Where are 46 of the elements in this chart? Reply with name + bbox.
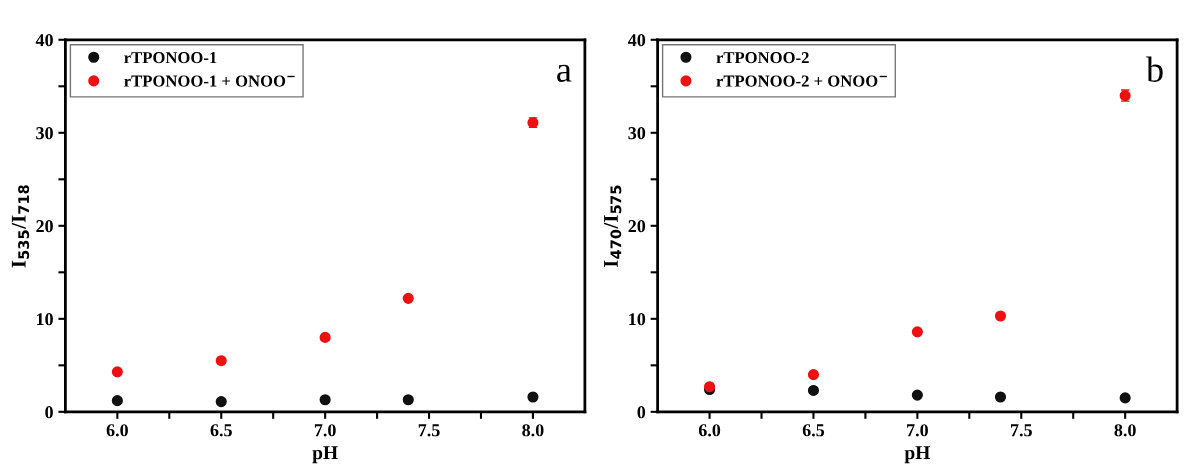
annotation: a [557,64,572,82]
x-axis-title: pH [904,446,931,464]
point [215,396,227,408]
x-tick-label: 6.5 [802,424,825,437]
point [111,395,123,407]
y-tick-label: 30 [628,127,646,140]
point [402,394,414,406]
legend-label: rTPONOO-1 [124,52,217,64]
point [1119,392,1131,404]
x-axis-title: pH [312,446,338,464]
point [111,366,123,378]
y-axis-title: I$_{535}$/I$_{718}$ [11,185,30,268]
x-tick-label: 8.0 [522,424,544,437]
y-tick-label: 20 [36,220,53,233]
x-tick-label: 6.5 [210,424,232,437]
y-tick-label: 40 [35,34,53,47]
point [527,391,539,403]
legend-label: rTPONOO-2 [716,52,809,64]
annotation: b [1146,56,1163,82]
point [402,292,414,304]
y-tick-label: 10 [36,313,53,326]
y-tick-label: 10 [629,313,646,326]
legend-label: rTPONOO-2 + ONOO$^{−}$ [716,75,887,87]
point [319,394,331,406]
x-tick-label: 7.5 [1011,424,1032,437]
point [807,384,820,397]
legend-label: rTPONOO-1 + ONOO$^{−}$ [124,75,295,87]
x-tick-label: 7.0 [907,424,928,437]
point [911,326,923,338]
y-tick-label: 30 [36,127,53,140]
point [807,369,820,381]
x-tick-label: 6.0 [698,424,721,437]
point [215,355,227,367]
x-tick-label: 7.5 [418,424,440,437]
y-tick-label: 0 [637,406,646,419]
y-tick-label: 20 [628,220,646,233]
y-tick-label: 40 [628,34,646,47]
point [319,331,331,343]
y-tick-label: 0 [45,406,53,419]
point [994,310,1007,322]
point [994,391,1007,403]
y-axis-title: I$_{470}$/I$_{575}$ [604,185,622,268]
x-tick-label: 6.0 [106,424,128,437]
point [911,389,923,401]
x-tick-label: 7.0 [314,424,336,437]
x-tick-label: 8.0 [1114,424,1136,437]
